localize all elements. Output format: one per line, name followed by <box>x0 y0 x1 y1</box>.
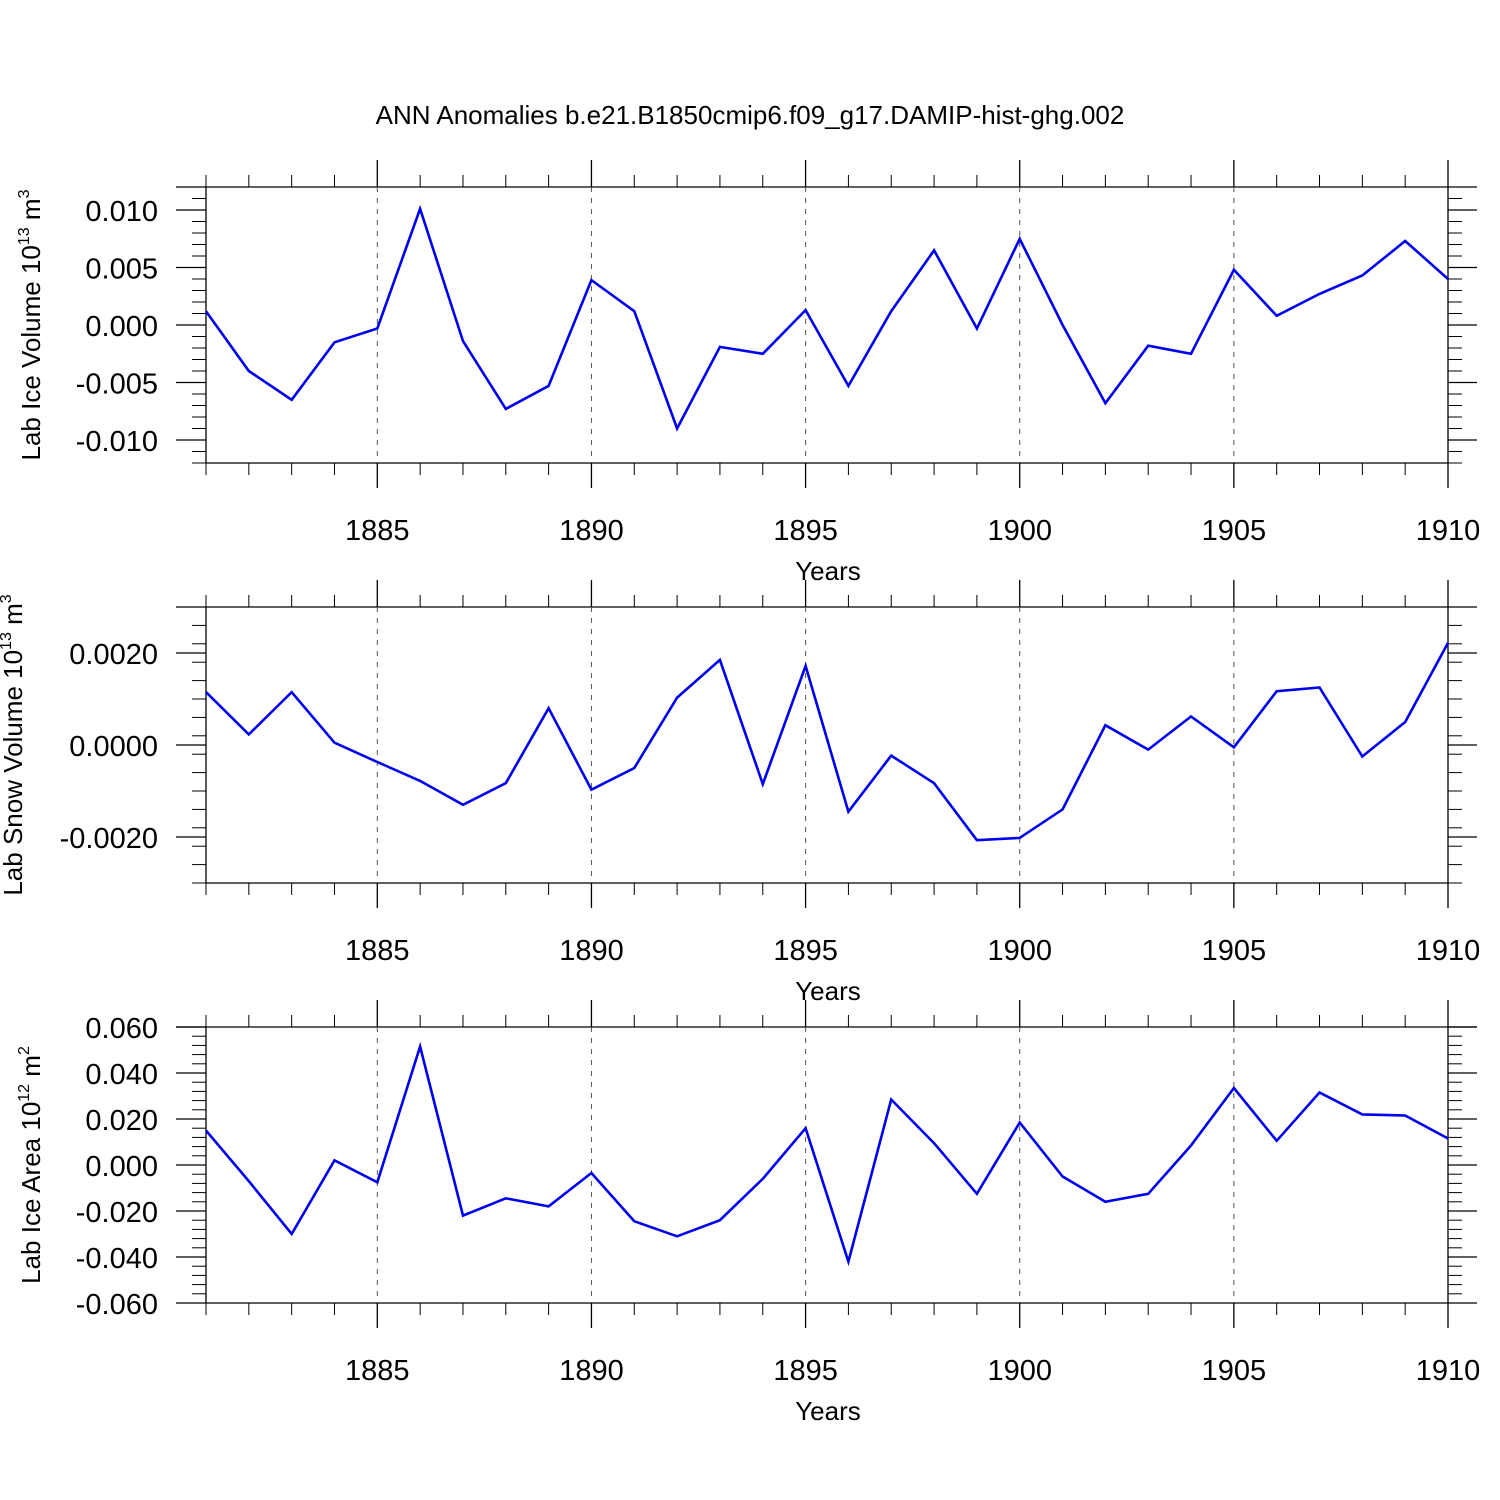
y-axis-label-exponent: 2 <box>16 1046 33 1055</box>
y-axis-label-unit: m <box>0 603 28 632</box>
x-tick-label: 1895 <box>773 515 838 547</box>
panels: 0.010 0.005 0.000 -0.005 -0.010 1885 1890 1895 1… <box>0 160 1480 1426</box>
series-line <box>205 642 1450 842</box>
y-axis-label-exponent: 13 <box>0 632 15 650</box>
chart-title: ANN Anomalies b.e21.B1850cmip6.f09_g17.D… <box>376 100 1125 130</box>
y-tick-label: 0.010 <box>85 196 158 228</box>
y-axis-label-unit: m <box>16 1055 46 1084</box>
x-tick-label: 1900 <box>987 1355 1052 1387</box>
y-tick-label: 0.0000 <box>69 731 158 763</box>
y-axis-label: Lab Ice Volume 1013 m3 <box>16 189 46 460</box>
y-tick-label: -0.0020 <box>60 823 158 855</box>
y-tick-label: 0.005 <box>85 254 158 286</box>
x-tick-label: 1905 <box>1202 1355 1267 1387</box>
y-axis-label: Lab Ice Area 1012 m2 <box>16 1046 46 1284</box>
y-axis-label-exponent: 13 <box>16 227 33 245</box>
y-tick-label: 0.000 <box>85 1151 158 1183</box>
x-tick-label: 1895 <box>773 935 838 967</box>
x-tick-label: 1890 <box>559 1355 624 1387</box>
x-tick-label: 1885 <box>345 935 410 967</box>
y-axis-label-exponent: 3 <box>16 189 33 198</box>
y-tick-label: -0.040 <box>76 1243 158 1275</box>
panel-2: 0.0020 0.0000 -0.0020 1885 1890 1895 1900 1905 1… <box>0 580 1480 1006</box>
y-tick-label: -0.020 <box>76 1197 158 1229</box>
y-tick-label: -0.005 <box>76 369 158 401</box>
y-axis-label: Lab Snow Volume 1013 m3 <box>0 594 28 895</box>
series-line <box>205 1041 1449 1267</box>
panel-3: 0.060 0.040 0.020 0.000 -0.020 -0.040 -0.060 18… <box>16 1000 1480 1426</box>
y-tick-label: 0.000 <box>85 311 158 343</box>
x-tick-label: 1910 <box>1416 935 1481 967</box>
y-tick-label: 0.060 <box>85 1013 158 1045</box>
x-tick-label: 1900 <box>987 515 1052 547</box>
y-tick-label: -0.010 <box>76 426 158 458</box>
y-tick-label: 0.0020 <box>69 639 158 671</box>
x-axis-label: Years <box>795 1396 861 1426</box>
x-tick-label: 1885 <box>345 1355 410 1387</box>
x-tick-label: 1895 <box>773 1355 838 1387</box>
x-tick-label: 1905 <box>1202 515 1267 547</box>
y-tick-label: 0.020 <box>85 1105 158 1137</box>
series-line <box>204 204 1449 432</box>
x-tick-label: 1905 <box>1202 935 1267 967</box>
x-tick-label: 1910 <box>1416 515 1481 547</box>
x-tick-label: 1910 <box>1416 1355 1481 1387</box>
y-axis-label-text: Lab Ice Volume 10 <box>16 245 46 460</box>
y-axis-label-exponent: 12 <box>16 1084 33 1102</box>
x-tick-label: 1900 <box>987 935 1052 967</box>
x-tick-label: 1885 <box>345 515 410 547</box>
y-tick-label: 0.040 <box>85 1059 158 1091</box>
y-axis-label-text: Lab Snow Volume 10 <box>0 650 28 896</box>
x-tick-label: 1890 <box>559 515 624 547</box>
y-tick-label: -0.060 <box>76 1289 158 1321</box>
y-axis-label-unit: m <box>16 198 46 227</box>
panel-1: 0.010 0.005 0.000 -0.005 -0.010 1885 1890 1895 1… <box>16 160 1480 586</box>
x-tick-label: 1890 <box>559 935 624 967</box>
y-axis-label-exponent: 3 <box>0 594 15 603</box>
y-axis-label-text: Lab Ice Area 10 <box>16 1102 46 1284</box>
